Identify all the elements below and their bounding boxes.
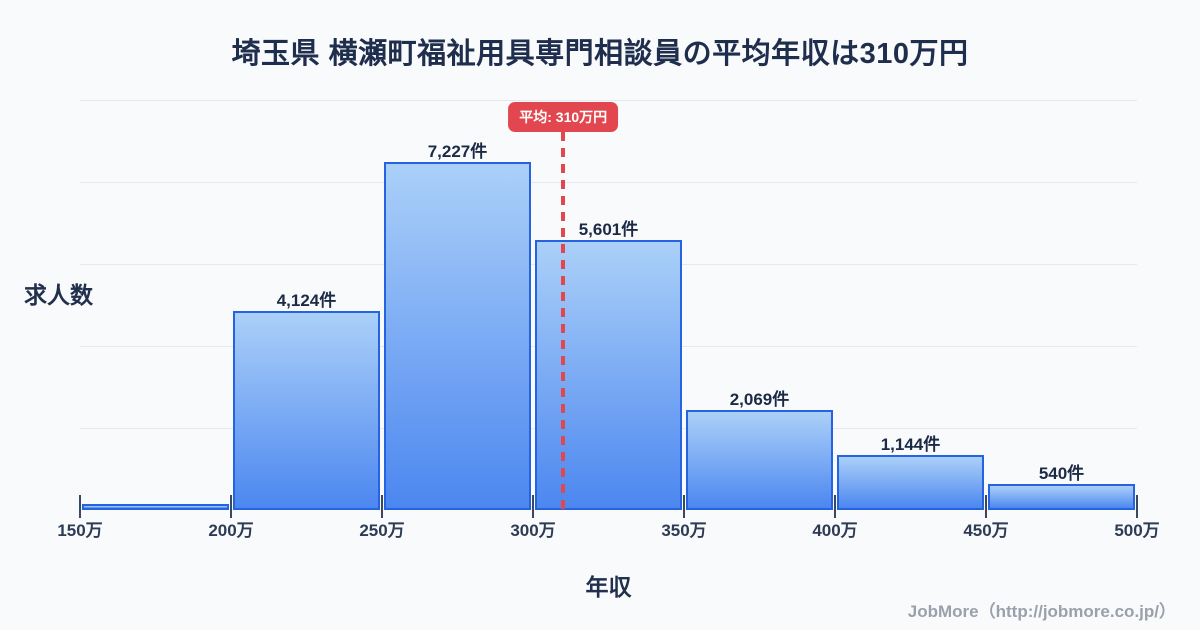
x-axis-tick-label: 500万 — [1114, 521, 1160, 540]
bar-value-label: 540件 — [1038, 464, 1085, 483]
bar-value-label: 2,069件 — [729, 390, 790, 409]
x-axis-tick-label: 200万 — [208, 521, 254, 540]
average-line — [561, 132, 566, 510]
x-axis-tick-label: 450万 — [963, 521, 1009, 540]
x-axis-tick — [532, 495, 534, 518]
bar-value-label: 5,601件 — [578, 220, 639, 239]
average-badge: 平均: 310万円 — [508, 102, 619, 132]
x-axis-tick-label: 350万 — [661, 521, 707, 540]
bar-value-label: 4,124件 — [276, 291, 337, 310]
x-axis-tick — [79, 495, 81, 518]
y-axis-label: 求人数 — [24, 282, 93, 308]
x-axis-tick-label: 300万 — [510, 521, 556, 540]
gridline — [80, 182, 1137, 183]
histogram-bar — [837, 455, 984, 510]
x-axis-tick — [834, 495, 836, 518]
bar-value-label: 7,227件 — [427, 142, 488, 161]
bar-value-label: 1,144件 — [880, 435, 941, 454]
x-axis-tick-label: 400万 — [812, 521, 858, 540]
histogram-plot-area: 平均: 310万円 150万 200万 250万 300万 350万 400万 450万 50… — [57, 100, 1160, 540]
histogram-bar — [82, 504, 229, 510]
gridline — [80, 100, 1137, 101]
histogram-bar — [535, 240, 682, 510]
histogram-bar — [686, 410, 833, 510]
histogram-bar — [233, 311, 380, 510]
x-axis-tick — [1136, 495, 1138, 518]
histogram-bar — [988, 484, 1135, 510]
histogram-bar — [384, 162, 531, 510]
x-axis-tick — [230, 495, 232, 518]
x-axis-label: 年収 — [585, 574, 632, 600]
x-axis-tick — [985, 495, 987, 518]
x-axis-tick — [381, 495, 383, 518]
page-title: 埼玉県 横瀬町福祉用具専門相談員の平均年収は310万円 — [231, 38, 969, 70]
x-axis-tick — [683, 495, 685, 518]
x-axis-tick-label: 150万 — [57, 521, 103, 540]
x-axis-tick-label: 250万 — [359, 521, 405, 540]
footer-credit: JobMore（http://jobmore.co.jp/） — [907, 602, 1176, 621]
